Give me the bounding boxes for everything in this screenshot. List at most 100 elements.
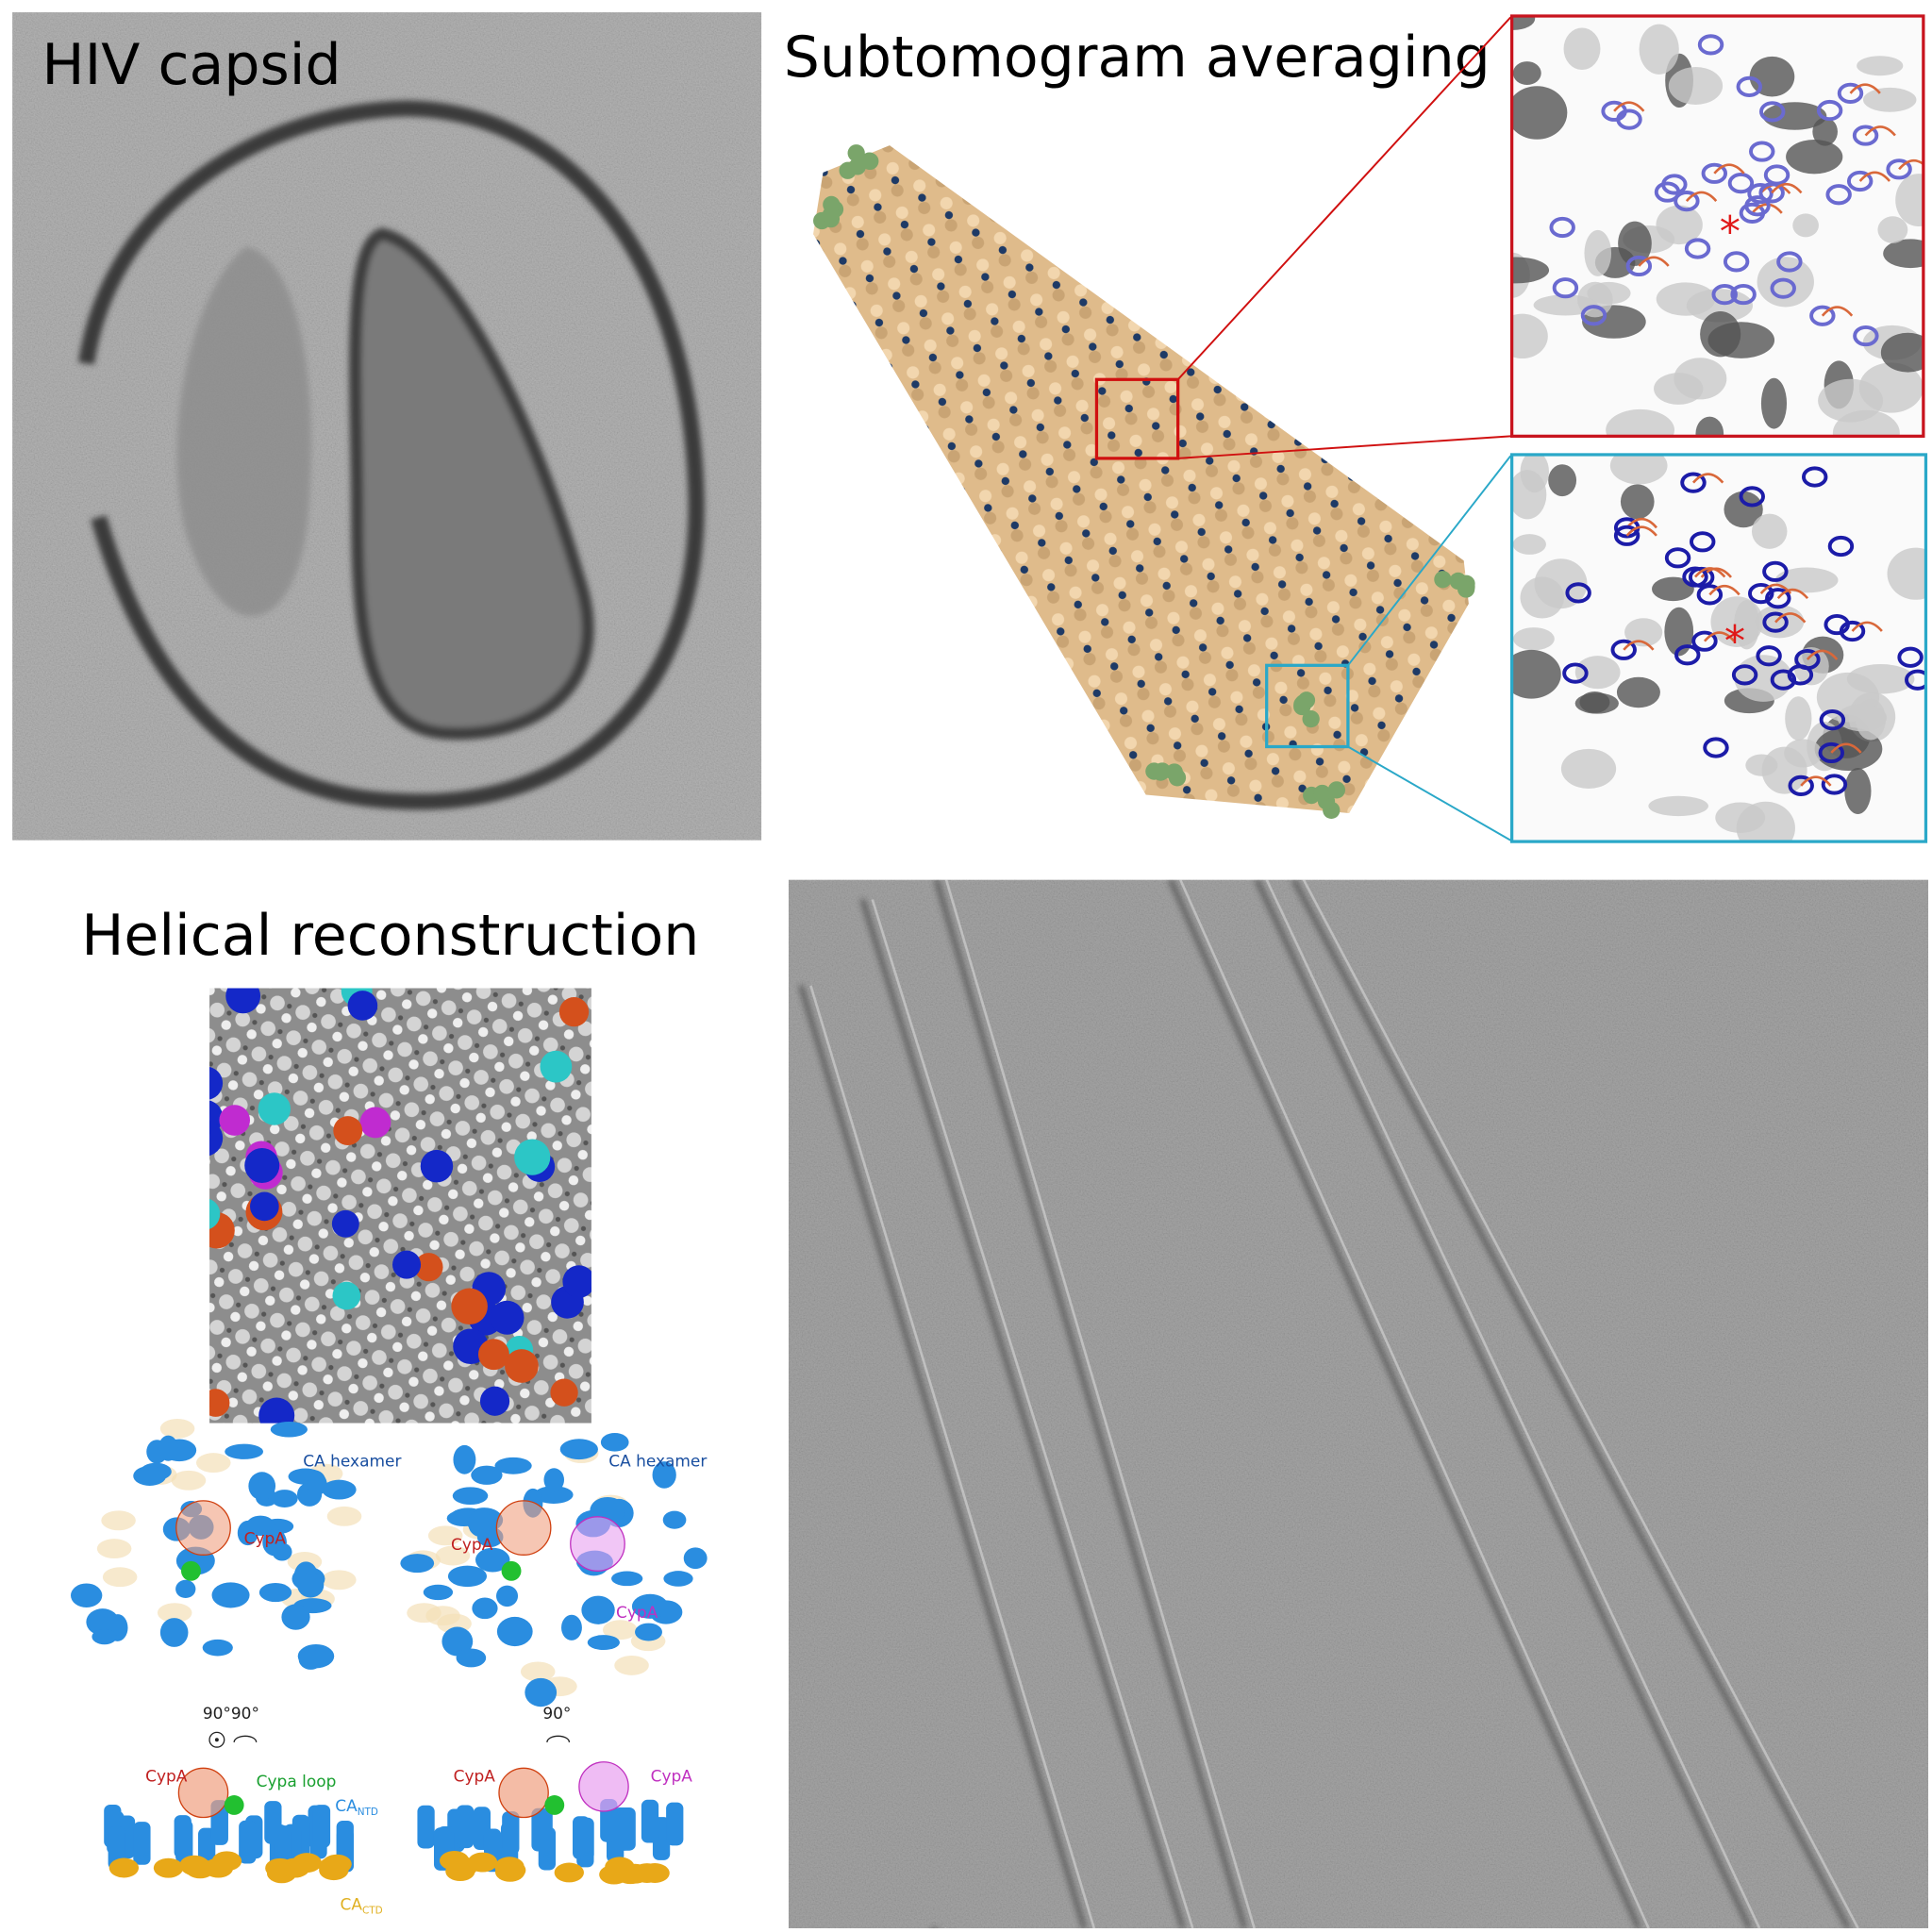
density — [1609, 454, 1668, 485]
tube-edge — [1179, 879, 1650, 1929]
ntd-density — [239, 1820, 257, 1864]
ca-density — [158, 1435, 178, 1461]
ntd-density — [456, 1805, 475, 1849]
helix — [1701, 162, 1728, 184]
cypa-blob — [420, 1149, 454, 1183]
loop — [1708, 584, 1740, 596]
helix — [1739, 486, 1765, 508]
cypa-blob — [219, 1105, 251, 1136]
loop — [1625, 517, 1657, 529]
ca-density — [581, 1595, 615, 1624]
micrograph — [788, 879, 1929, 1929]
tube-edge — [809, 985, 1096, 1929]
ca-density — [471, 1465, 503, 1485]
loop — [1693, 567, 1726, 578]
ca-density — [559, 1439, 598, 1460]
loop — [1898, 158, 1924, 171]
ca-density — [561, 1614, 582, 1641]
ca-density — [225, 1443, 264, 1459]
cypa-blob — [244, 1147, 280, 1183]
helix — [1680, 472, 1707, 493]
pentamer — [1457, 580, 1475, 598]
loop — [1771, 182, 1803, 194]
cypa-blob — [332, 1281, 361, 1310]
density — [96, 1539, 132, 1559]
ctd-density — [440, 1850, 470, 1871]
cypa-blob — [258, 1397, 295, 1424]
panel-title: Helical reconstruction — [81, 903, 699, 969]
helix — [1703, 737, 1729, 758]
ca-density — [245, 1515, 275, 1536]
tube-edge — [1265, 879, 1761, 1929]
ctd-density — [615, 1864, 645, 1885]
cypa-blob — [209, 1120, 224, 1157]
ntd-density — [417, 1805, 435, 1849]
density — [1616, 676, 1660, 708]
density — [407, 1603, 441, 1624]
loop — [1821, 306, 1854, 317]
cypa-blob — [209, 1389, 230, 1417]
helix — [1562, 662, 1589, 684]
cypa-blob — [258, 1092, 291, 1125]
ntd-density — [666, 1802, 684, 1846]
pentamer — [822, 206, 841, 224]
density — [1757, 257, 1814, 308]
label: CypA — [244, 1530, 287, 1549]
ca-density — [92, 1628, 117, 1645]
label: 90° — [203, 1705, 231, 1724]
helix — [1696, 584, 1724, 606]
pentamer — [847, 144, 865, 162]
density — [1664, 607, 1694, 657]
density — [1624, 618, 1663, 647]
density — [159, 1418, 195, 1439]
capsid-core — [349, 227, 594, 741]
loop — [1613, 101, 1645, 112]
ca-density — [494, 1457, 532, 1474]
helix — [1691, 630, 1718, 652]
ca-density — [248, 1472, 276, 1501]
cypa-density — [175, 1500, 231, 1556]
ctd-density — [108, 1857, 140, 1878]
loop — [1806, 649, 1839, 660]
zoom-line — [1177, 435, 1511, 459]
density — [1774, 567, 1839, 593]
label: CANTD — [335, 1797, 378, 1818]
helix — [1749, 141, 1775, 162]
ntd-density — [312, 1805, 331, 1848]
helix — [1825, 184, 1852, 206]
helix — [1821, 774, 1848, 795]
tube-wall — [1168, 879, 1641, 1929]
cypa-blob — [333, 1116, 363, 1146]
helix — [1788, 774, 1814, 796]
helix — [1897, 646, 1924, 668]
density — [1511, 313, 1548, 359]
density — [1513, 627, 1555, 651]
helix — [1837, 82, 1864, 104]
label-sub: NTD — [358, 1807, 378, 1818]
helix — [1770, 277, 1796, 299]
density — [1512, 61, 1541, 85]
ntd-density — [133, 1822, 151, 1865]
cypa-blob — [414, 1253, 443, 1282]
cypa-blob — [540, 1050, 573, 1083]
tube-wall — [1291, 879, 1851, 1929]
loop — [1638, 256, 1670, 267]
ca-density — [543, 1468, 565, 1492]
ctd-density — [153, 1857, 184, 1878]
inset-frame — [1509, 453, 1928, 843]
label-main: CA — [335, 1797, 358, 1816]
density — [1883, 239, 1924, 269]
zoom-box-red — [1094, 377, 1180, 460]
cypa-blob — [490, 1300, 525, 1335]
ca-density — [211, 1582, 250, 1608]
ca-density — [475, 1547, 510, 1573]
helix — [1549, 216, 1575, 239]
panel-title: Subtomogram averaging — [784, 25, 1491, 91]
ca-density — [496, 1616, 533, 1647]
cypa-density — [495, 1500, 552, 1556]
ca-density — [297, 1572, 325, 1598]
helix — [1682, 566, 1708, 588]
cypa-loop — [501, 1560, 522, 1581]
cypa-blob — [392, 1250, 422, 1279]
cypa-loop — [544, 1795, 565, 1815]
